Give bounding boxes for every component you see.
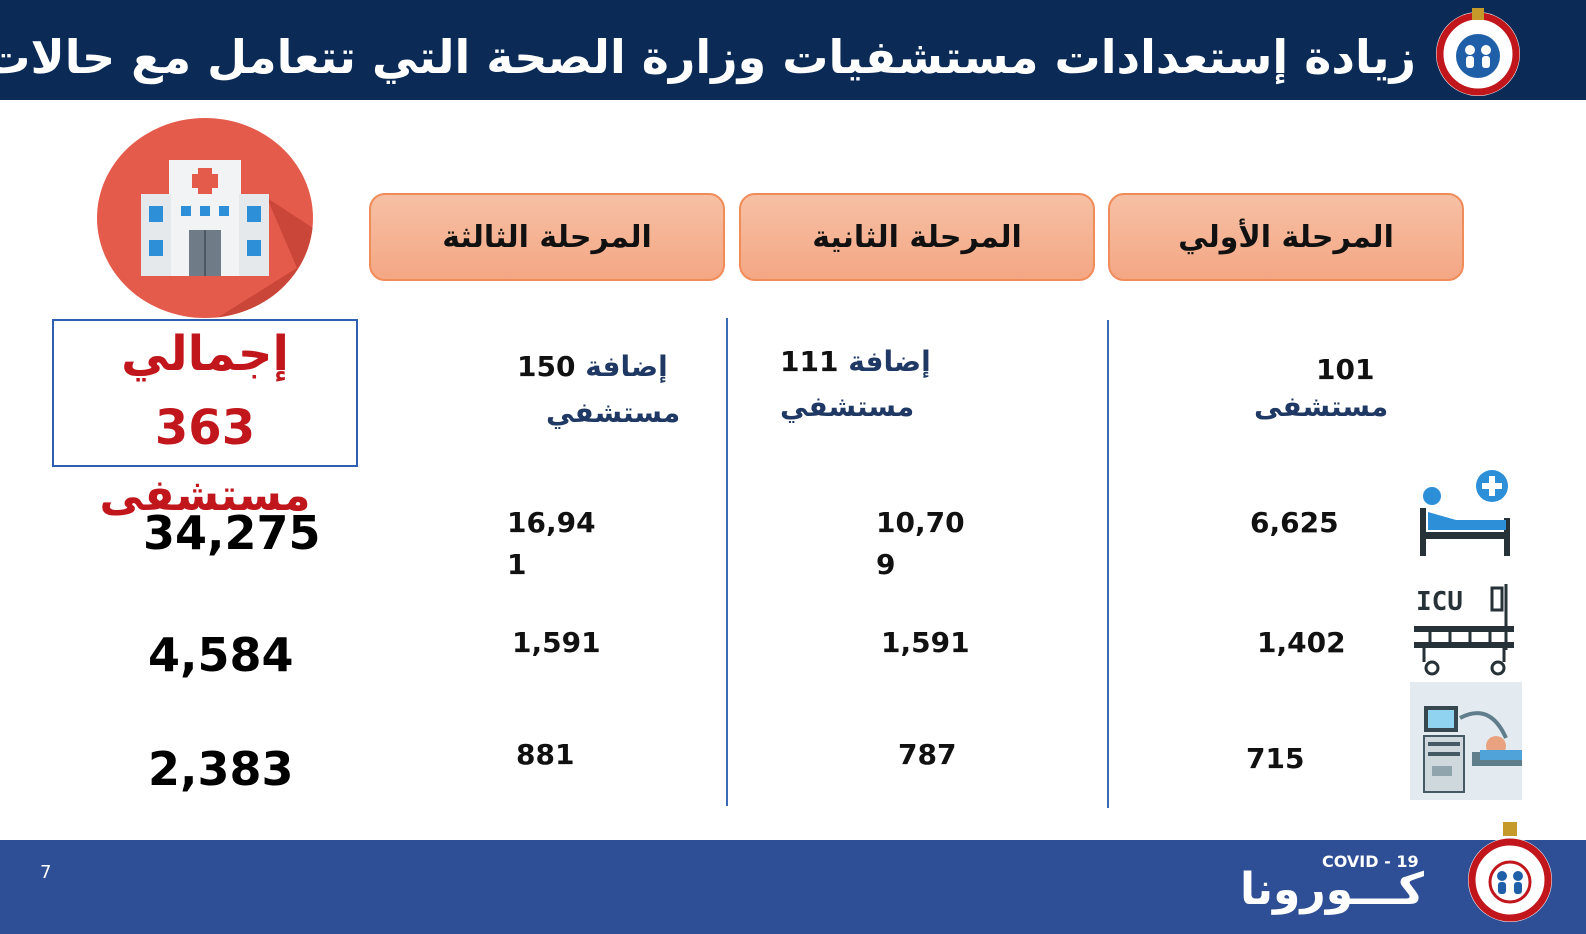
total-hospitals: 363: [154, 400, 256, 456]
ventilators-phase-3: 881: [516, 738, 575, 771]
beds-phase-3-line-2: 1: [507, 548, 527, 581]
icu-label: ICU: [1416, 587, 1463, 617]
beds-phase-3-line-1: 16,94: [507, 506, 596, 539]
icu-phase-1: 1,402: [1257, 626, 1346, 659]
phase-2-hospitals-line: إضافة 111: [780, 345, 931, 378]
ventilators-phase-2: 787: [898, 738, 957, 771]
ministry-logo-footer-icon: [1468, 822, 1552, 922]
hospital-icon: [97, 118, 313, 318]
phase-2-button[interactable]: المرحلة الثانية: [739, 193, 1095, 281]
beds-phase-1: 6,625: [1250, 506, 1339, 539]
beds-phase-3: 16,94 1: [507, 502, 596, 586]
header-bar: [0, 0, 1586, 100]
phase-3-button[interactable]: المرحلة الثالثة: [369, 193, 725, 281]
ventilator-icon: [1410, 682, 1522, 800]
beds-phase-2: 10,70 9: [876, 502, 965, 586]
icu-total: 4,584: [148, 628, 294, 682]
beds-total: 34,275: [143, 506, 321, 560]
icu-phase-3: 1,591: [512, 626, 601, 659]
phase-2-add-label: إضافة: [848, 345, 931, 378]
page-title: زيادة إستعدادات مستشفيات وزارة الصحة الت…: [0, 30, 1416, 84]
phase-3-add-label: إضافة: [585, 350, 668, 383]
column-divider: [1107, 320, 1109, 808]
phase-1-unit: مستشفى: [1254, 390, 1389, 423]
hospital-bed-icon: [1420, 470, 1510, 556]
brand-english: COVID - 19: [1322, 852, 1419, 871]
covid-brand: COVID - 19 كـــورونا: [1230, 852, 1440, 922]
page-number: 7: [40, 862, 52, 883]
beds-phase-2-line-2: 9: [876, 548, 896, 581]
phase-3-unit: مستشفي: [546, 396, 681, 429]
icu-bed-icon: ICU: [1414, 584, 1514, 676]
phase-1-hospitals: 101: [1316, 353, 1375, 386]
phase-1-button[interactable]: المرحلة الأولي: [1108, 193, 1464, 281]
ventilators-phase-1: 715: [1246, 742, 1305, 775]
total-box: [52, 319, 358, 467]
header-title-clip: زيادة إستعدادات مستشفيات وزارة الصحة الت…: [0, 0, 1586, 100]
footer-bar: [0, 840, 1586, 934]
total-label: إجمالي: [121, 326, 289, 382]
beds-phase-2-line-1: 10,70: [876, 506, 965, 539]
total-unit: مستشفى: [99, 470, 311, 521]
ventilators-total: 2,383: [148, 742, 294, 796]
phase-2-hospitals: 111: [780, 345, 839, 378]
phase-3-hospitals: 150: [517, 350, 576, 383]
column-divider: [726, 318, 728, 806]
ministry-logo-icon: [1436, 8, 1520, 96]
icu-phase-2: 1,591: [881, 626, 970, 659]
phase-2-unit: مستشفي: [780, 390, 915, 423]
brand-arabic: كـــورونا: [1240, 864, 1425, 915]
phase-3-hospitals-line: إضافة 150: [517, 350, 668, 383]
